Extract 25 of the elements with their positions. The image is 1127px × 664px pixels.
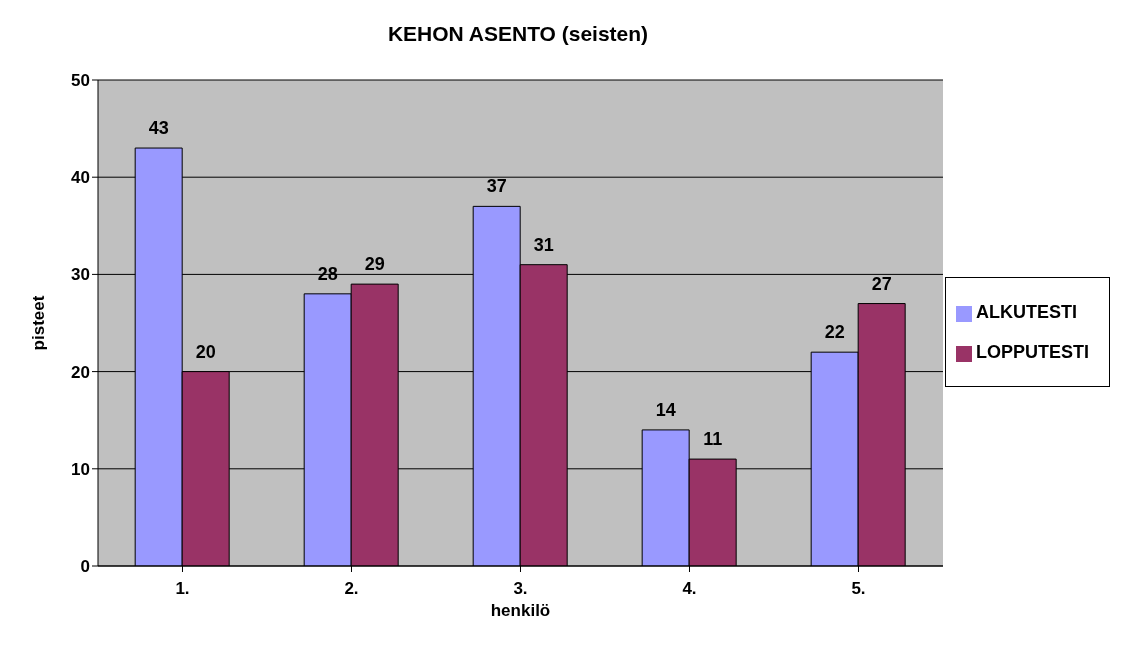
y-tick-label: 30 bbox=[71, 265, 90, 285]
legend-label: LOPPUTESTI bbox=[975, 342, 1089, 362]
x-tick-label: 4. bbox=[682, 579, 697, 599]
data-label: 14 bbox=[655, 399, 676, 420]
chart-title: KEHON ASENTO (seisten) bbox=[386, 22, 650, 46]
data-label: 11 bbox=[703, 429, 723, 450]
y-axis-title: pisteet bbox=[29, 295, 49, 351]
legend-label: ALKUTESTI bbox=[975, 302, 1077, 322]
y-tick-label: 50 bbox=[71, 71, 90, 91]
y-tick-label: 20 bbox=[71, 362, 90, 382]
data-label: 27 bbox=[871, 273, 892, 294]
y-tick-label: 0 bbox=[80, 557, 90, 577]
x-tick-label: 2. bbox=[344, 579, 359, 599]
data-label: 37 bbox=[486, 176, 507, 197]
y-tick-label: 40 bbox=[71, 168, 90, 188]
x-tick-label: 5. bbox=[851, 579, 866, 599]
x-tick-label: 1. bbox=[175, 579, 190, 599]
x-axis-title: henkilö bbox=[490, 601, 551, 620]
y-tick-label: 10 bbox=[71, 459, 90, 479]
x-tick-label: 3. bbox=[513, 579, 528, 599]
data-label: 20 bbox=[195, 341, 216, 362]
data-label: 22 bbox=[824, 322, 845, 343]
data-label: 43 bbox=[148, 118, 169, 139]
data-label: 29 bbox=[364, 254, 385, 275]
data-label: 31 bbox=[533, 234, 554, 255]
